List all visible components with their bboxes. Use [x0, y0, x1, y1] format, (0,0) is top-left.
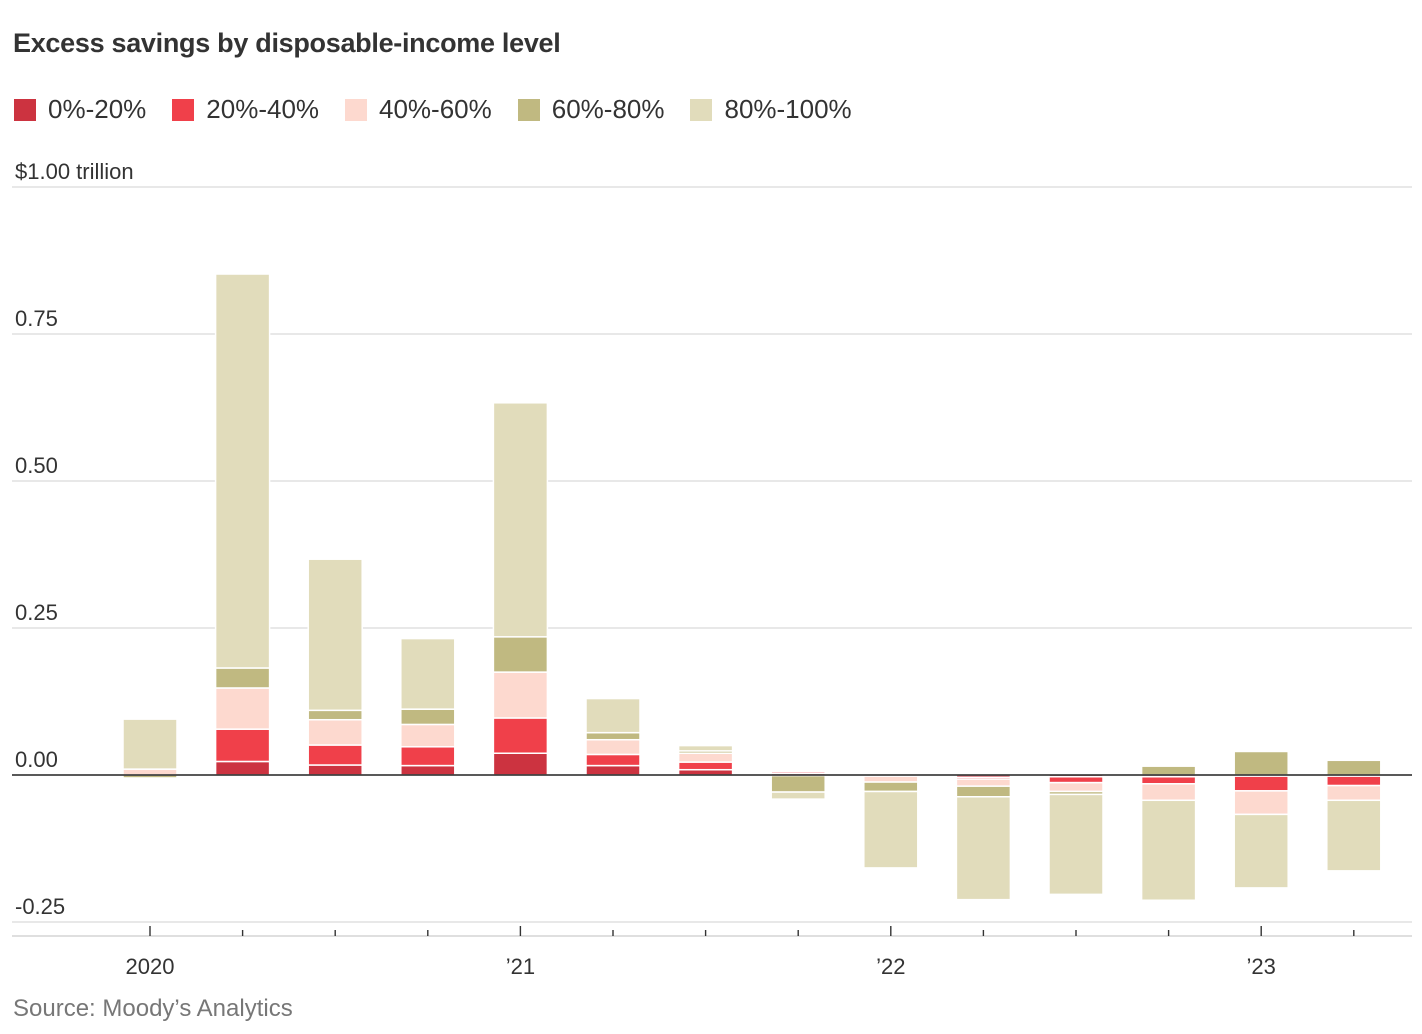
bar-segment: [677, 752, 734, 763]
legend-swatch: [517, 98, 540, 121]
legend-label: 60%-80%: [551, 94, 665, 124]
bar-segment: [1326, 784, 1382, 802]
legend-swatch: [690, 98, 713, 121]
bar-segment: [400, 746, 456, 767]
legend-label: 20%-40%: [206, 94, 320, 124]
bar-segment: [863, 790, 919, 869]
legend: 0%-20% 20%-40% 40%-60% 60%-80% 80%-100%: [14, 94, 878, 125]
bar-segment: [1140, 783, 1197, 802]
bar-segment: [492, 752, 549, 776]
legend-swatch: [172, 98, 195, 121]
bar-segment: [214, 273, 271, 669]
bar-segment: [1233, 775, 1289, 792]
bar-segment: [1048, 793, 1104, 896]
bar-segment: [214, 760, 271, 776]
legend-item: 0%-20%: [14, 94, 146, 125]
legend-swatch: [14, 98, 36, 121]
bar-segment: [585, 738, 641, 756]
legend-item: 40%-60%: [345, 94, 492, 125]
bar-segment: [1140, 799, 1197, 901]
bar-segment: [492, 671, 549, 719]
bar-segment: [770, 774, 826, 793]
legend-swatch: [345, 98, 368, 121]
bar-segment: [214, 728, 271, 763]
bar-segment: [1140, 776, 1197, 785]
bar-segment: [955, 796, 1012, 901]
bar-segment: [307, 764, 363, 776]
legend-item: 80%-100%: [690, 94, 852, 125]
y-tick-label: -0.25: [15, 894, 65, 919]
bar-segment: [1233, 790, 1289, 816]
bar-segment: [863, 775, 919, 783]
legend-item: 60%-80%: [517, 94, 665, 125]
bar-segment: [1233, 750, 1289, 776]
bar-segment: [492, 717, 549, 754]
x-tick-label: ’23: [1247, 954, 1276, 979]
y-tick-label: 0.25: [15, 600, 58, 625]
bar-segment: [214, 687, 271, 730]
y-tick-label: $1.00 trillion: [15, 159, 134, 184]
bar-segment: [1048, 776, 1104, 784]
legend-label: 40%-60%: [379, 94, 492, 124]
bar-segment: [1140, 765, 1197, 776]
bar-segment: [307, 709, 363, 721]
legend-label: 80%-100%: [724, 94, 852, 124]
bar-segment: [122, 768, 178, 776]
bar-segment: [492, 636, 549, 673]
bar-segment: [585, 697, 641, 734]
x-tick-label: ’21: [506, 954, 535, 979]
bar-segment: [122, 718, 178, 770]
bar-segment: [400, 764, 456, 776]
bar-segment: [1326, 775, 1382, 787]
bar-segment: [400, 723, 456, 748]
bar-segment: [400, 708, 456, 726]
bar-segment: [400, 637, 456, 710]
bar-segment: [585, 731, 641, 741]
x-tick-label: 2020: [126, 954, 175, 979]
source-note: Source: Moody’s Analytics: [13, 995, 293, 1022]
legend-item: 20%-40%: [172, 94, 319, 125]
bar-segment: [1326, 759, 1382, 776]
bar-segment: [1233, 813, 1289, 889]
bar-segment: [1326, 799, 1382, 872]
bar-segment: [307, 558, 363, 712]
bar-segment: [677, 761, 734, 771]
x-tick-label: ’22: [876, 954, 905, 979]
bar-segment: [214, 667, 271, 689]
bar-segment: [677, 744, 734, 752]
bar-segment: [863, 781, 919, 793]
bar-segment: [585, 753, 641, 767]
bar-segment: [770, 791, 826, 800]
y-tick-label: 0.00: [15, 747, 58, 772]
bar-segment: [955, 778, 1012, 787]
bar-segment: [307, 718, 363, 746]
bar-segment: [1048, 781, 1104, 793]
legend-label: 0%-20%: [48, 94, 147, 124]
y-tick-label: 0.50: [15, 453, 58, 478]
bar-segment: [492, 402, 549, 638]
y-tick-label: 0.75: [15, 306, 58, 331]
bar-segment: [585, 764, 641, 776]
bar-segment: [955, 785, 1012, 798]
bar-segment: [307, 744, 363, 766]
bar-segment: [770, 770, 826, 774]
chart-title: Excess savings by disposable-income leve…: [13, 28, 561, 58]
